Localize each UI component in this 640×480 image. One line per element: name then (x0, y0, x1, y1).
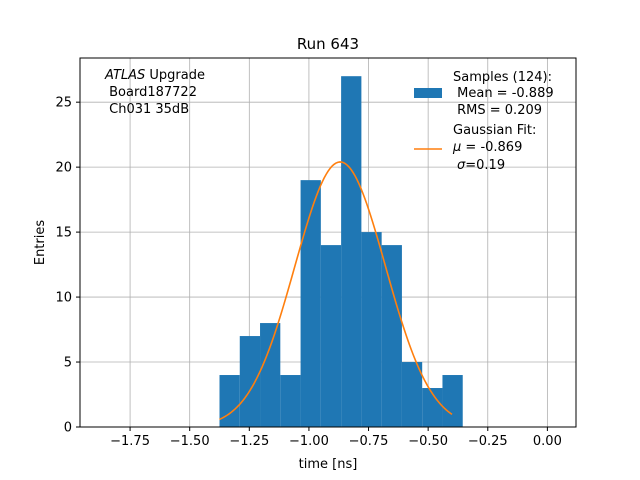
atlas-annotation: ATLAS Upgrade Board187722 Ch031 35dB (104, 68, 205, 117)
gaussian-fit-layer (219, 161, 453, 421)
legend-sigma-symbol: σ (457, 158, 466, 173)
histogram-bar (280, 375, 301, 427)
x-tick-label: −1.50 (170, 434, 210, 449)
x-tick-label: −0.50 (408, 434, 448, 449)
histogram-bar (300, 180, 321, 427)
annotation-upgrade: Upgrade (145, 68, 205, 83)
gaussian-fit-curve (219, 161, 453, 421)
legend-mu-symbol: μ (452, 140, 461, 155)
y-axis-label: Entries (33, 220, 48, 266)
y-tick-label: 15 (55, 226, 72, 241)
histogram-bar (219, 375, 240, 427)
chart-title: Run 643 (297, 35, 359, 53)
y-tick-label: 25 (55, 96, 72, 111)
x-tick-label: −0.75 (349, 434, 389, 449)
legend-samples-title: Samples (124): (453, 70, 552, 85)
histogram-bar (361, 232, 382, 427)
legend-mu-value: = -0.869 (461, 140, 522, 155)
annotation-board: Board187722 (105, 85, 197, 100)
annotation-line-1: ATLAS Upgrade (104, 68, 205, 83)
legend-fit-title: Gaussian Fit: (453, 123, 536, 138)
histogram-bars (219, 76, 463, 428)
histogram-bar (442, 375, 463, 427)
histogram-bar (320, 245, 342, 427)
histogram-bar (260, 323, 281, 427)
histogram-bar (401, 362, 423, 427)
x-tick-label: −1.75 (110, 434, 150, 449)
legend: Samples (124): Mean = -0.889 RMS = 0.209… (414, 70, 554, 173)
y-tick-label: 10 (55, 291, 72, 306)
x-tick-label: 0.00 (533, 434, 562, 449)
ticks-layer: −1.75 −1.50 −1.25 −1.00 −0.75 −0.50 −0.25 0.00 0… (55, 96, 561, 449)
histogram-bar (341, 76, 362, 428)
legend-samples-mean: Mean = -0.889 (453, 86, 554, 101)
legend-fit-sigma: σ=0.19 (457, 158, 505, 173)
annotation-atlas: ATLAS (104, 68, 145, 83)
histogram-bar (381, 245, 402, 427)
histogram-bar (422, 388, 443, 427)
x-tick-label: −0.25 (468, 434, 508, 449)
legend-fit-mu: μ = -0.869 (452, 140, 522, 155)
x-axis-label: time [ns] (299, 457, 358, 472)
legend-samples-swatch (414, 88, 442, 98)
legend-sigma-value: =0.19 (465, 158, 505, 173)
y-tick-label: 20 (55, 161, 72, 176)
legend-samples-rms: RMS = 0.209 (453, 103, 542, 118)
x-tick-label: −1.25 (229, 434, 269, 449)
plot-frame (79, 57, 577, 428)
y-tick-label: 0 (64, 421, 72, 436)
histogram-bar (239, 336, 261, 427)
x-tick-label: −1.00 (289, 434, 329, 449)
y-tick-label: 5 (64, 356, 72, 371)
annotation-channel: Ch031 35dB (105, 102, 189, 117)
